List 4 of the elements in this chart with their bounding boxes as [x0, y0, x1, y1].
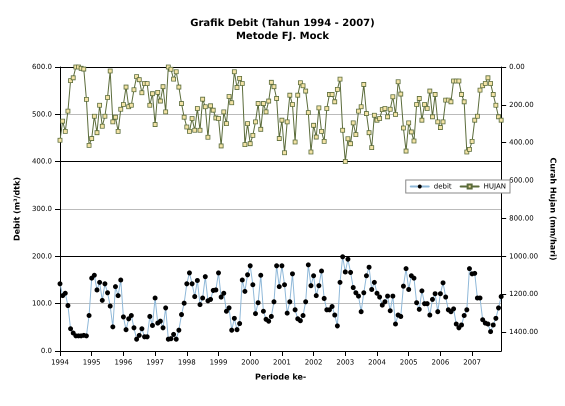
chart-title: Grafik Debit (Tahun 1994 - 2007) Metode FJ. Mock	[190, 18, 375, 42]
y2-axis-title: Curah Hujan (mm/hari)	[548, 157, 558, 261]
y-axis-title: Debit (m³/dtk)	[12, 176, 22, 242]
x-axis-title: Periode ke-	[254, 372, 306, 382]
